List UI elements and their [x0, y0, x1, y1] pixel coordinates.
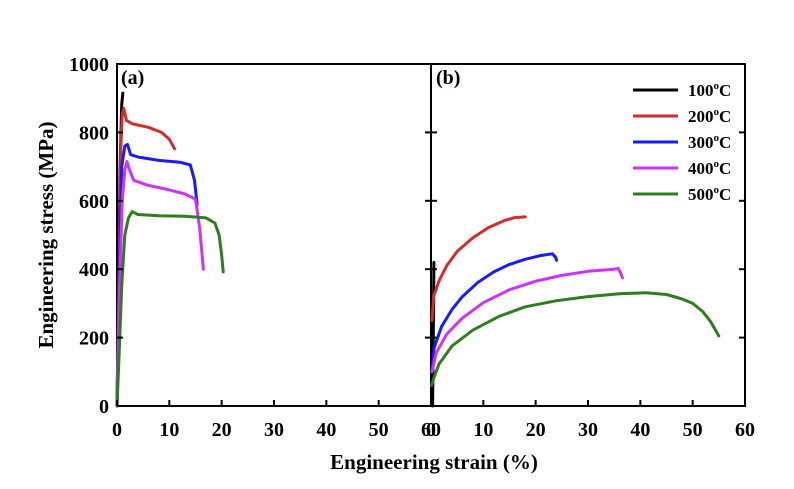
series-line-a-200 [115, 107, 177, 408]
legend-label-300: 300oC [688, 132, 731, 152]
x-tick-label-b-40: 40 [630, 419, 650, 441]
series-line-a-500 [115, 210, 225, 408]
legend-label-500: 500oC [688, 184, 731, 204]
x-tick-label-b-20: 20 [526, 419, 546, 441]
series-line-b-400 [430, 267, 624, 374]
y-tick-label-1000: 1000 [69, 54, 109, 76]
x-tick-label-a-60: 60 [421, 419, 441, 441]
panel-label-a: (a) [121, 67, 144, 89]
ticks-layer: 0 10 20 30 40 50 600 10 20 30 40 50 6002004006008001… [69, 54, 755, 441]
x-tick-label-a-0: 0 [112, 419, 122, 441]
y-tick-label-0: 0 [99, 396, 109, 418]
x-tick-label-b-30: 30 [578, 419, 598, 441]
x-tick-label-a-30: 30 [264, 419, 284, 441]
x-tick-label-b-10: 10 [473, 419, 493, 441]
x-tick-label-b-0: 0 [426, 419, 436, 441]
legend: 100oC 200oC 300oC 400oC 500oC [633, 80, 731, 204]
y-tick-label-200: 200 [79, 328, 109, 350]
frame-left [116, 63, 432, 407]
series-line-b-500 [430, 291, 721, 387]
series-layer [115, 91, 721, 408]
series-line-b-200 [430, 215, 527, 322]
legend-label-400: 400oC [688, 158, 731, 178]
legend-label-100: 100oC [688, 80, 731, 100]
series-line-a-300 [115, 142, 199, 408]
x-tick-label-b-60: 60 [735, 419, 755, 441]
x-tick-label-a-20: 20 [212, 419, 232, 441]
x-tick-label-b-50: 50 [683, 419, 703, 441]
x-tick-label-a-40: 40 [316, 419, 336, 441]
panel-label-b: (b) [436, 67, 460, 89]
y-axis-title: Engineering stress (MPa) [34, 121, 58, 348]
x-axis-title: Engineering strain (%) [330, 450, 538, 474]
series-line-a-400 [115, 160, 205, 408]
x-tick-label-a-10: 10 [159, 419, 179, 441]
legend-label-200: 200oC [688, 106, 731, 126]
series-line-b-300 [430, 252, 559, 374]
y-tick-label-400: 400 [79, 259, 109, 281]
y-tick-label-800: 800 [79, 122, 109, 144]
x-tick-label-a-50: 50 [369, 419, 389, 441]
y-tick-label-600: 600 [79, 191, 109, 213]
